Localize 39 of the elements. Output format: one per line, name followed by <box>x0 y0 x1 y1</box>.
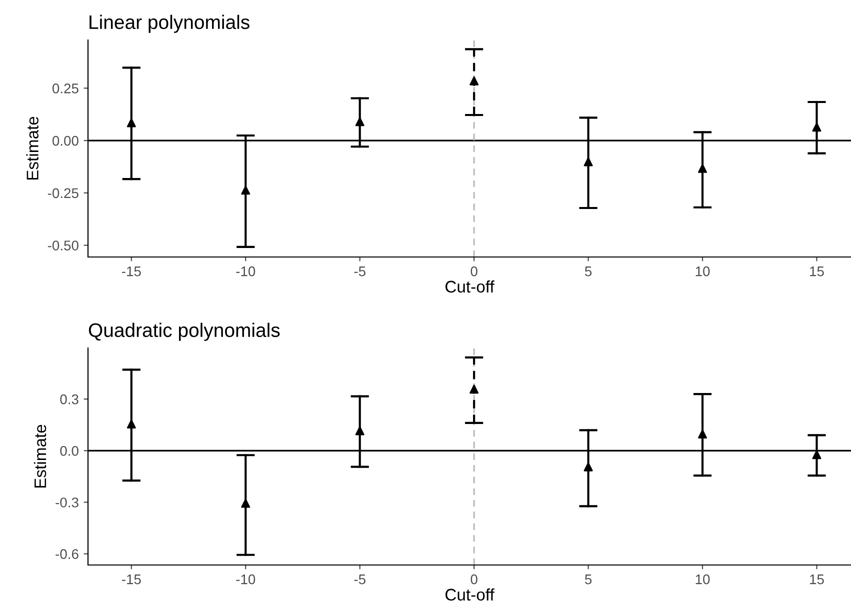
x-tick-label: -15 <box>122 574 141 584</box>
x-tick-label: 15 <box>810 266 824 276</box>
y-tick-label: -0.3 <box>56 498 78 508</box>
x-tick-label: 10 <box>696 574 710 584</box>
x-tick-label: 5 <box>584 266 592 276</box>
point <box>355 117 364 126</box>
x-tick-label: 10 <box>696 266 710 276</box>
x-tick-label: -10 <box>236 266 256 276</box>
point <box>126 118 136 128</box>
x-tick-label: -5 <box>354 574 366 584</box>
y-tick-label: -0.50 <box>48 240 78 250</box>
x-tick-label: -15 <box>122 266 141 276</box>
y-axis-title: Estimate <box>34 424 46 488</box>
x-tick-label: 15 <box>810 574 824 584</box>
point <box>241 498 250 508</box>
y-axis-title: Estimate <box>26 116 38 180</box>
x-tick-label: -5 <box>354 266 366 276</box>
x-axis-title: Cut-off <box>445 588 494 601</box>
y-tick-label: 0.3 <box>60 394 78 404</box>
y-tick-label: 0.0 <box>60 446 78 456</box>
y-tick-label: 0.25 <box>52 84 78 94</box>
point <box>241 186 250 195</box>
point <box>584 157 593 166</box>
point <box>126 420 136 428</box>
x-axis-title: Cut-off <box>445 280 494 293</box>
x-tick-label: 5 <box>584 574 592 584</box>
point <box>812 122 822 132</box>
x-tick-label: 0 <box>470 266 478 276</box>
chart-title: Quadratic polynomials <box>88 322 280 341</box>
x-tick-label: -10 <box>236 574 256 584</box>
y-tick-label: -0.25 <box>48 188 78 198</box>
x-tick-label: 0 <box>470 574 478 584</box>
chart-title: Linear polynomials <box>90 14 250 33</box>
point <box>355 426 364 436</box>
y-tick-label: 0.00 <box>52 136 78 146</box>
point <box>584 462 593 472</box>
point <box>470 76 479 86</box>
y-tick-label: -0.6 <box>56 549 78 559</box>
point <box>470 384 479 394</box>
